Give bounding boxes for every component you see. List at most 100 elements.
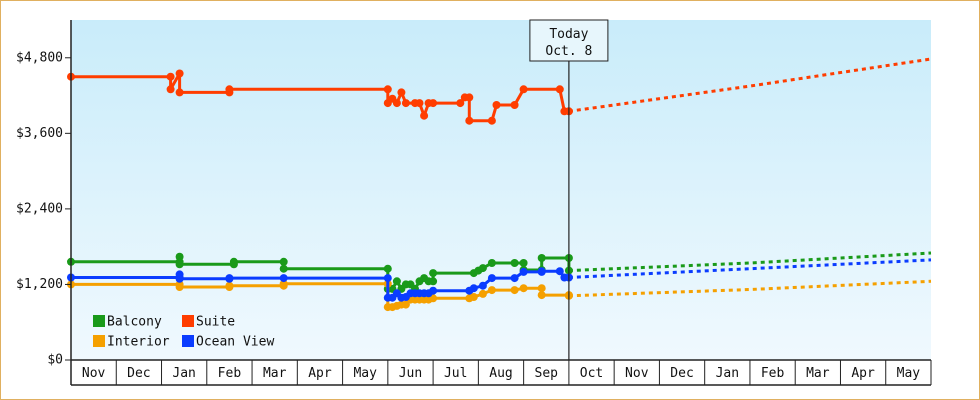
data-point	[383, 274, 392, 283]
data-point	[492, 101, 501, 109]
today-label: Today	[549, 27, 588, 42]
x-tick-label: Sep	[535, 366, 559, 381]
data-point	[225, 85, 234, 94]
data-point	[175, 260, 184, 269]
data-point	[456, 99, 465, 108]
y-tick-label: $1,200	[16, 277, 63, 292]
x-tick-label: Dec	[670, 366, 693, 381]
data-point	[519, 85, 528, 94]
series-suite	[67, 57, 932, 125]
legend-label: Balcony	[107, 315, 162, 330]
x-tick-label: Jun	[399, 366, 422, 381]
series-interior	[67, 279, 932, 312]
data-point	[392, 99, 401, 108]
x-tick-label: Nov	[82, 366, 106, 381]
data-point	[478, 289, 487, 298]
data-point	[537, 284, 546, 293]
data-point	[510, 286, 519, 295]
x-tick-label: Apr	[851, 366, 875, 381]
data-point	[537, 267, 546, 276]
legend-swatch	[182, 335, 194, 347]
today-callout: Today Oct. 8	[529, 19, 609, 360]
data-point	[519, 259, 528, 267]
data-point	[555, 267, 564, 276]
data-point	[166, 85, 175, 94]
today-box	[529, 19, 609, 62]
x-tick-label: Oct	[580, 366, 603, 381]
x-tick-label: Jan	[716, 366, 739, 381]
data-point	[420, 111, 429, 120]
data-point	[429, 286, 438, 295]
legend-label: Suite	[196, 315, 235, 330]
x-tick-label: Feb	[761, 366, 785, 381]
x-tick-label: May	[353, 366, 377, 381]
x-tick-label: May	[897, 366, 921, 381]
data-point	[487, 274, 496, 283]
legend-swatch	[93, 315, 105, 327]
legend-item: Suite	[182, 315, 235, 330]
data-point	[279, 279, 288, 288]
series-balcony	[67, 251, 932, 293]
series-ocean-view	[67, 258, 932, 302]
data-point	[225, 281, 234, 290]
data-point	[401, 99, 410, 108]
data-point	[429, 99, 438, 108]
legend-item: Interior	[93, 335, 170, 350]
legend-label: Interior	[107, 335, 170, 350]
data-point	[537, 254, 546, 262]
data-point	[229, 257, 238, 266]
x-tick-label: Jan	[172, 366, 195, 381]
x-tick-label: Dec	[127, 366, 150, 381]
legend-item: Ocean View	[182, 335, 274, 350]
data-point	[487, 116, 496, 125]
data-point	[487, 286, 496, 295]
data-point	[469, 293, 478, 301]
data-point	[537, 291, 546, 300]
axis-layer: $0 $1,200 $2,400 $3,600 $4,800 Nov Dec Jan Feb Ma…	[16, 20, 932, 386]
data-point	[225, 274, 234, 283]
legend-swatch	[93, 335, 105, 347]
data-point	[519, 267, 528, 276]
data-point	[279, 257, 288, 266]
data-point	[175, 252, 184, 261]
data-point	[510, 274, 519, 283]
data-point	[510, 101, 519, 109]
data-point	[397, 88, 406, 97]
data-point	[175, 274, 184, 283]
today-date: Oct. 8	[545, 44, 592, 59]
data-point	[383, 264, 392, 273]
data-point	[478, 264, 487, 273]
legend: Balcony Suite Interior Ocean View	[93, 315, 274, 350]
x-tick-label: Apr	[308, 366, 332, 381]
data-point	[469, 284, 478, 293]
x-tick-label: Mar	[806, 366, 830, 381]
data-point	[383, 85, 392, 94]
data-point	[429, 269, 438, 278]
data-point	[478, 281, 487, 290]
data-point	[175, 283, 184, 291]
data-point	[166, 72, 175, 81]
data-point	[465, 93, 474, 102]
data-point	[392, 277, 401, 286]
data-point	[510, 259, 519, 267]
x-tick-label: Aug	[489, 366, 512, 381]
legend-item: Balcony	[93, 315, 162, 330]
data-point	[519, 284, 528, 293]
legend-label: Ocean View	[196, 335, 274, 350]
data-point	[429, 277, 438, 286]
data-point	[415, 99, 424, 108]
series-layer	[67, 57, 932, 312]
x-tick-label: Mar	[263, 366, 287, 381]
data-point	[279, 264, 288, 273]
y-tick-label: $3,600	[16, 126, 63, 141]
data-point	[279, 274, 288, 283]
data-point	[487, 259, 496, 267]
x-tick-label: Nov	[625, 366, 649, 381]
data-point	[555, 85, 564, 94]
y-tick-label: $0	[47, 353, 63, 368]
x-tick-label: Feb	[218, 366, 242, 381]
data-point	[175, 88, 184, 97]
data-point	[175, 69, 184, 78]
